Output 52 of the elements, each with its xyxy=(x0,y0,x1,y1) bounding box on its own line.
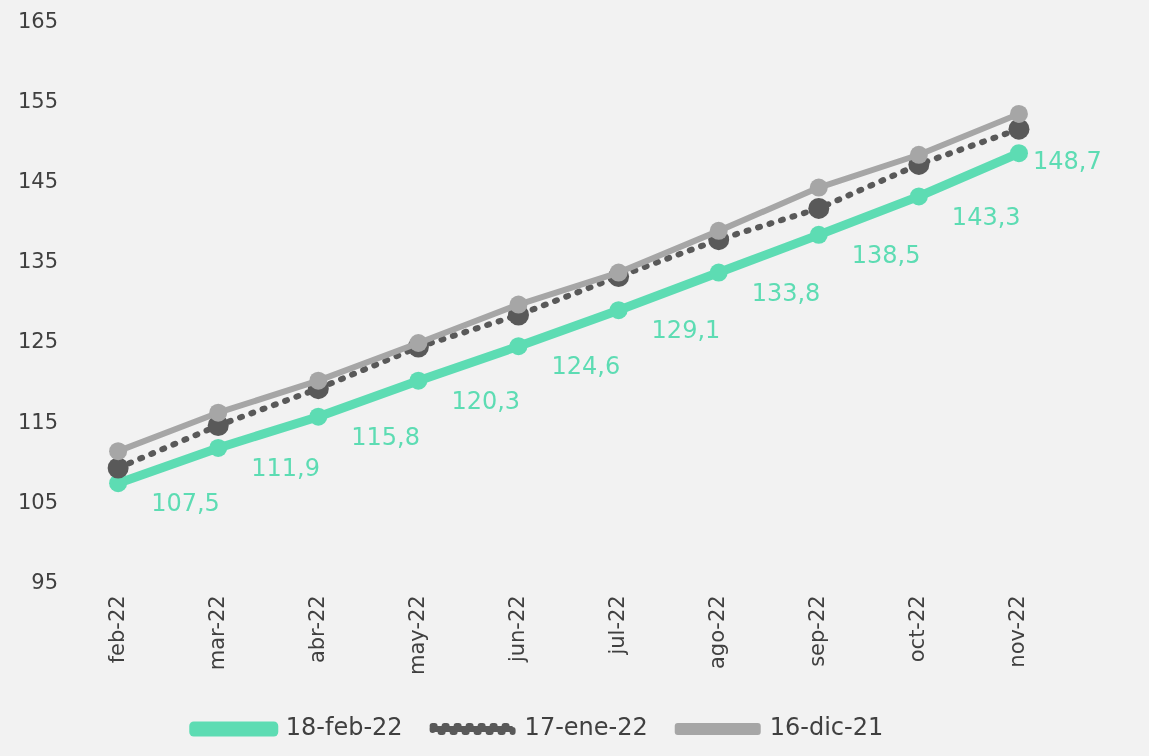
legend-label: 17-ene-22 xyxy=(524,713,648,742)
point xyxy=(909,145,928,164)
point xyxy=(107,457,129,479)
y-tick-label: 95 xyxy=(31,569,59,594)
point xyxy=(609,301,628,320)
point xyxy=(309,407,328,426)
data-label: 148,7 xyxy=(1032,147,1102,176)
point xyxy=(109,442,128,461)
data-label: 120,3 xyxy=(451,386,521,415)
data-label: 143,3 xyxy=(951,202,1021,231)
point xyxy=(709,263,728,282)
point xyxy=(809,178,828,197)
data-label: 129,1 xyxy=(651,316,721,345)
x-tick-label: jul-22 xyxy=(605,595,630,656)
x-tick-label: feb-22 xyxy=(104,595,129,664)
point xyxy=(709,221,728,240)
point xyxy=(509,295,528,314)
x-tick-label: jun-22 xyxy=(504,595,529,664)
y-tick-label: 145 xyxy=(17,169,59,194)
x-tick-label: ago-22 xyxy=(705,595,730,670)
data-label: 115,8 xyxy=(351,422,421,451)
data-label: 107,5 xyxy=(151,489,220,518)
point xyxy=(209,403,228,422)
y-tick-label: 135 xyxy=(17,249,59,274)
y-tick-label: 165 xyxy=(17,9,59,34)
y-tick-label: 155 xyxy=(17,89,59,114)
x-tick-label: abr-22 xyxy=(304,595,329,664)
point xyxy=(909,187,928,206)
x-tick-label: may-22 xyxy=(404,595,429,675)
point xyxy=(1009,144,1028,163)
point xyxy=(1009,104,1028,123)
point xyxy=(309,371,328,390)
x-tick-label: sep-22 xyxy=(805,595,830,667)
legend-label: 18-feb-22 xyxy=(285,713,403,742)
point xyxy=(509,337,528,356)
point xyxy=(808,197,830,219)
x-tick-label: nov-22 xyxy=(1005,595,1030,668)
point xyxy=(409,371,428,390)
y-tick-label: 115 xyxy=(17,409,59,434)
point xyxy=(609,263,628,282)
y-tick-label: 125 xyxy=(17,329,59,354)
legend-label: 16-dic-21 xyxy=(769,713,884,742)
point xyxy=(209,438,228,457)
data-label: 133,8 xyxy=(751,278,821,307)
data-label: 124,6 xyxy=(551,352,621,381)
point xyxy=(409,334,428,353)
data-label: 138,5 xyxy=(851,241,921,270)
x-tick-label: oct-22 xyxy=(905,595,930,663)
data-label: 111,9 xyxy=(251,454,320,483)
point xyxy=(809,225,828,244)
y-tick-label: 105 xyxy=(17,489,59,514)
x-tick-label: mar-22 xyxy=(204,595,229,671)
